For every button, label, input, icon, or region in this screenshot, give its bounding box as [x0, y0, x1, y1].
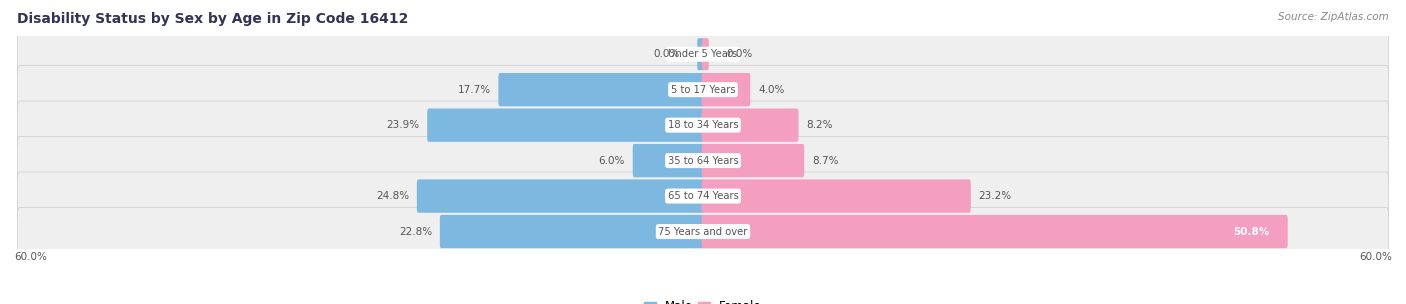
Text: 18 to 34 Years: 18 to 34 Years [668, 120, 738, 130]
Text: 24.8%: 24.8% [375, 191, 409, 201]
FancyBboxPatch shape [702, 73, 751, 106]
Text: 8.7%: 8.7% [813, 156, 838, 166]
Text: 35 to 64 Years: 35 to 64 Years [668, 156, 738, 166]
Text: 17.7%: 17.7% [457, 85, 491, 95]
Text: 60.0%: 60.0% [1360, 252, 1392, 262]
FancyBboxPatch shape [702, 179, 970, 213]
Text: Source: ZipAtlas.com: Source: ZipAtlas.com [1278, 12, 1389, 22]
Text: 60.0%: 60.0% [14, 252, 46, 262]
Text: 6.0%: 6.0% [599, 156, 624, 166]
FancyBboxPatch shape [17, 136, 1389, 185]
Text: 0.0%: 0.0% [654, 49, 681, 59]
Legend: Male, Female: Male, Female [640, 295, 766, 304]
Text: 8.2%: 8.2% [807, 120, 832, 130]
Text: 75 Years and over: 75 Years and over [658, 226, 748, 237]
Text: Disability Status by Sex by Age in Zip Code 16412: Disability Status by Sex by Age in Zip C… [17, 12, 408, 26]
FancyBboxPatch shape [17, 101, 1389, 149]
Text: 22.8%: 22.8% [399, 226, 432, 237]
FancyBboxPatch shape [498, 73, 704, 106]
FancyBboxPatch shape [427, 109, 704, 142]
FancyBboxPatch shape [440, 215, 704, 248]
Text: Under 5 Years: Under 5 Years [668, 49, 738, 59]
Text: 23.9%: 23.9% [387, 120, 419, 130]
Text: 4.0%: 4.0% [758, 85, 785, 95]
Text: 65 to 74 Years: 65 to 74 Years [668, 191, 738, 201]
Text: 0.0%: 0.0% [725, 49, 752, 59]
FancyBboxPatch shape [17, 207, 1389, 256]
FancyBboxPatch shape [697, 38, 704, 70]
FancyBboxPatch shape [633, 144, 704, 177]
Text: 50.8%: 50.8% [1233, 226, 1270, 237]
FancyBboxPatch shape [702, 38, 709, 70]
FancyBboxPatch shape [702, 144, 804, 177]
FancyBboxPatch shape [416, 179, 704, 213]
Text: 5 to 17 Years: 5 to 17 Years [671, 85, 735, 95]
FancyBboxPatch shape [17, 66, 1389, 114]
FancyBboxPatch shape [702, 215, 1288, 248]
FancyBboxPatch shape [17, 30, 1389, 78]
Text: 23.2%: 23.2% [979, 191, 1012, 201]
FancyBboxPatch shape [17, 172, 1389, 220]
FancyBboxPatch shape [702, 109, 799, 142]
